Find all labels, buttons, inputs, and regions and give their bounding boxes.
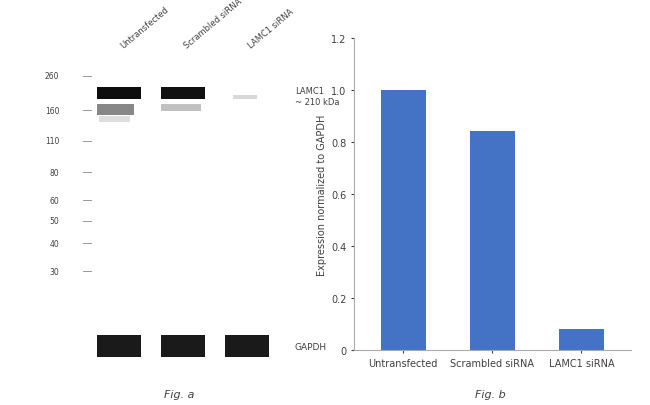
Text: 80: 80 [49, 168, 59, 177]
Bar [99, 117, 130, 123]
Text: Fig. b: Fig. b [475, 389, 506, 399]
Text: 40: 40 [49, 239, 59, 248]
Bar [381, 90, 426, 350]
Text: Scrambled siRNA: Scrambled siRNA [183, 0, 244, 50]
Text: 50: 50 [49, 217, 59, 226]
Text: Fig. a: Fig. a [164, 389, 194, 399]
Text: LAMC1 siRNA: LAMC1 siRNA [247, 7, 296, 50]
Text: 260: 260 [45, 72, 59, 81]
Y-axis label: Expression normalized to GAPDH: Expression normalized to GAPDH [317, 114, 327, 275]
Bar [225, 335, 269, 357]
Text: LAMC1
~ 210 kDa: LAMC1 ~ 210 kDa [294, 87, 339, 107]
Bar [161, 88, 205, 100]
Bar [559, 330, 604, 350]
Bar [97, 105, 135, 115]
Bar [233, 95, 257, 100]
Bar [161, 335, 205, 357]
Text: 160: 160 [45, 107, 59, 115]
Bar [97, 88, 141, 100]
Bar [161, 105, 201, 111]
Bar [470, 132, 515, 350]
Text: GAPDH: GAPDH [294, 342, 327, 351]
Text: Untransfected: Untransfected [119, 5, 171, 50]
Text: 60: 60 [49, 196, 59, 205]
Text: 110: 110 [45, 137, 59, 146]
Bar [97, 335, 141, 357]
Text: 30: 30 [49, 267, 59, 276]
